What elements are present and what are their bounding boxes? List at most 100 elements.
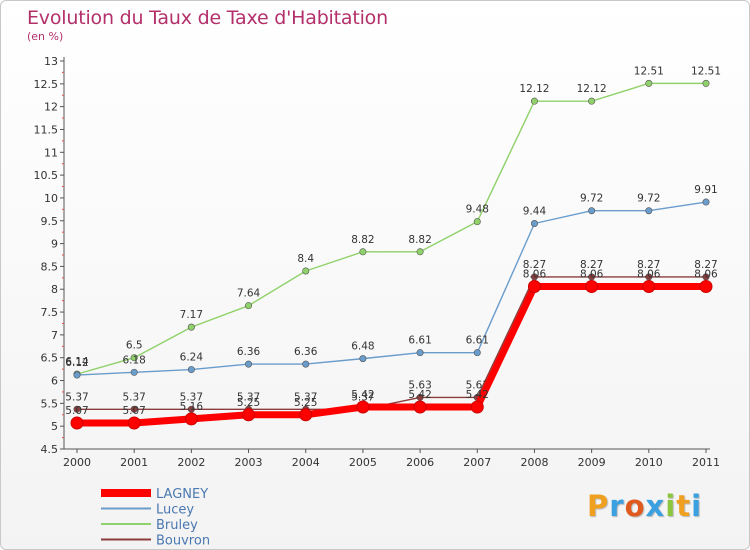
- data-label: 8.4: [297, 253, 314, 265]
- series-line-bruley: [76, 82, 706, 375]
- data-label: 5.25: [237, 397, 260, 409]
- data-label: 5.16: [180, 401, 204, 413]
- x-tick-label: 2002: [177, 456, 205, 469]
- data-point: [73, 371, 81, 379]
- y-tick-label: 5.5: [41, 397, 59, 410]
- y-tick-label: 13: [44, 55, 58, 68]
- data-point: [642, 279, 656, 293]
- series-line-lucey: [76, 201, 707, 376]
- data-label: 8.27: [694, 259, 717, 271]
- data-point: [530, 97, 538, 105]
- data-point: [473, 218, 481, 226]
- logo-letter: i: [691, 489, 703, 523]
- y-tick-label: 9: [51, 238, 58, 251]
- y-tick-label: 8.5: [41, 260, 59, 273]
- data-label: 8.82: [351, 234, 374, 246]
- data-label: 5.25: [294, 397, 317, 409]
- data-label: 8.82: [408, 234, 431, 246]
- data-point: [245, 360, 253, 368]
- data-point: [302, 360, 310, 368]
- data-label: 5.42: [351, 389, 374, 401]
- series-line-bouvron: [77, 276, 706, 410]
- x-tick-label: 2011: [692, 456, 720, 469]
- data-point: [130, 368, 138, 376]
- data-label: 8.06: [637, 268, 661, 280]
- data-label: 5.42: [408, 389, 431, 401]
- x-tick-label: 2007: [463, 456, 491, 469]
- data-point: [359, 355, 367, 363]
- data-label: 6.14: [65, 356, 89, 368]
- y-tick-label: 10: [44, 192, 58, 205]
- data-label: 8.27: [580, 259, 603, 271]
- logo-letter: i: [665, 489, 677, 523]
- data-point: [588, 97, 596, 105]
- data-label: 6.36: [294, 346, 318, 358]
- legend-label-bouvron: Bouvron: [156, 534, 210, 549]
- data-point: [127, 416, 141, 430]
- data-point: [416, 349, 424, 357]
- data-label: 6.5: [126, 340, 143, 352]
- data-point: [702, 79, 710, 87]
- data-label: 9.48: [466, 204, 489, 216]
- y-tick-label: 10.5: [34, 169, 59, 182]
- data-label: 5.37: [180, 391, 203, 403]
- chart-subtitle: (en %): [27, 30, 64, 43]
- data-label: 12.12: [519, 83, 549, 95]
- data-point: [184, 412, 198, 426]
- logo-letter: t: [676, 489, 692, 523]
- chart-title: Evolution du Taux de Taxe d'Habitation: [27, 7, 388, 29]
- x-tick-label: 2006: [406, 456, 434, 469]
- data-point: [699, 279, 713, 293]
- data-label: 5.07: [65, 405, 88, 417]
- data-point: [702, 198, 710, 206]
- x-tick-label: 2010: [635, 456, 663, 469]
- data-label: 5.37: [351, 391, 374, 403]
- logo-letter: r: [609, 489, 625, 523]
- data-point: [356, 400, 370, 414]
- data-label: 5.42: [466, 389, 489, 401]
- data-label: 6.18: [122, 354, 145, 366]
- x-tick-label: 2001: [120, 456, 148, 469]
- data-label: 5.37: [122, 391, 145, 403]
- data-point: [245, 302, 253, 310]
- y-tick-label: 11: [44, 146, 58, 159]
- y-tick-label: 7: [51, 329, 58, 342]
- x-tick-label: 2003: [235, 456, 263, 469]
- data-label: 9.91: [694, 184, 717, 196]
- data-point: [130, 354, 138, 362]
- data-label: 5.37: [237, 391, 260, 403]
- y-tick-label: 11.5: [34, 123, 59, 136]
- data-point: [130, 405, 138, 413]
- data-point: [187, 323, 195, 331]
- data-point: [470, 400, 484, 414]
- data-point: [302, 267, 310, 275]
- data-label: 6.61: [466, 335, 489, 347]
- x-tick-label: 2004: [292, 456, 320, 469]
- y-tick-label: 5: [51, 420, 58, 433]
- y-tick-label: 12.5: [34, 78, 59, 91]
- data-label: 9.44: [523, 206, 547, 218]
- data-point: [187, 366, 195, 374]
- data-label: 8.06: [694, 268, 718, 280]
- data-point: [645, 79, 653, 87]
- data-label: 7.64: [237, 288, 261, 300]
- data-point: [242, 408, 256, 422]
- legend-label-lagney: LAGNEY: [156, 487, 208, 502]
- x-tick-label: 2009: [578, 456, 606, 469]
- data-point: [645, 207, 653, 215]
- data-label: 6.48: [351, 341, 374, 353]
- data-point: [299, 408, 313, 422]
- data-point: [73, 405, 81, 413]
- data-label: 12.51: [634, 65, 664, 77]
- data-label: 6.12: [65, 357, 88, 369]
- data-label: 5.63: [408, 379, 431, 391]
- data-point: [359, 248, 367, 256]
- data-label: 6.24: [180, 352, 204, 364]
- y-tick-label: 9.5: [41, 215, 59, 228]
- data-point: [585, 279, 599, 293]
- y-tick-label: 6.5: [41, 352, 59, 365]
- logo-letter: o: [624, 489, 646, 523]
- data-label: 6.36: [237, 346, 261, 358]
- data-label: 9.72: [580, 193, 603, 205]
- data-label: 9.72: [637, 193, 660, 205]
